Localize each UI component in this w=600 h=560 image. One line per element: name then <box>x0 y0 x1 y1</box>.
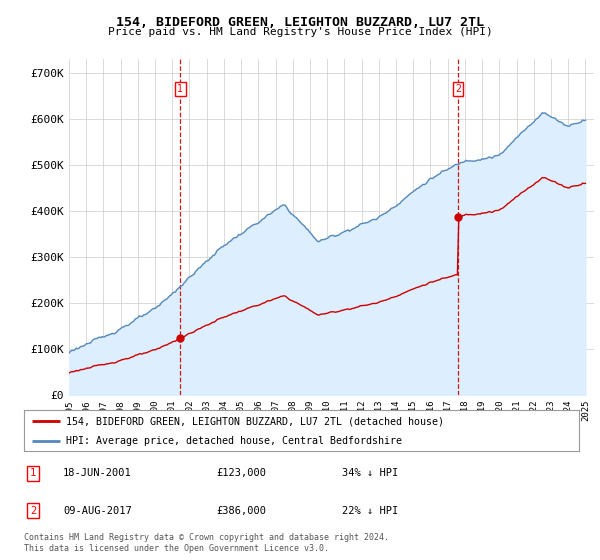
Text: This data is licensed under the Open Government Licence v3.0.: This data is licensed under the Open Gov… <box>24 544 329 553</box>
Text: 1: 1 <box>177 84 183 94</box>
Text: 1: 1 <box>30 468 36 478</box>
Text: 18-JUN-2001: 18-JUN-2001 <box>63 468 132 478</box>
Text: 22% ↓ HPI: 22% ↓ HPI <box>342 506 398 516</box>
Text: 34% ↓ HPI: 34% ↓ HPI <box>342 468 398 478</box>
Text: 2: 2 <box>455 84 461 94</box>
Text: £123,000: £123,000 <box>216 468 266 478</box>
Text: 154, BIDEFORD GREEN, LEIGHTON BUZZARD, LU7 2TL (detached house): 154, BIDEFORD GREEN, LEIGHTON BUZZARD, L… <box>65 417 443 426</box>
Text: £386,000: £386,000 <box>216 506 266 516</box>
Text: 09-AUG-2017: 09-AUG-2017 <box>63 506 132 516</box>
Text: HPI: Average price, detached house, Central Bedfordshire: HPI: Average price, detached house, Cent… <box>65 436 401 446</box>
Text: 2: 2 <box>30 506 36 516</box>
Text: Contains HM Land Registry data © Crown copyright and database right 2024.: Contains HM Land Registry data © Crown c… <box>24 533 389 542</box>
Text: 154, BIDEFORD GREEN, LEIGHTON BUZZARD, LU7 2TL: 154, BIDEFORD GREEN, LEIGHTON BUZZARD, L… <box>116 16 484 29</box>
Text: Price paid vs. HM Land Registry's House Price Index (HPI): Price paid vs. HM Land Registry's House … <box>107 27 493 37</box>
